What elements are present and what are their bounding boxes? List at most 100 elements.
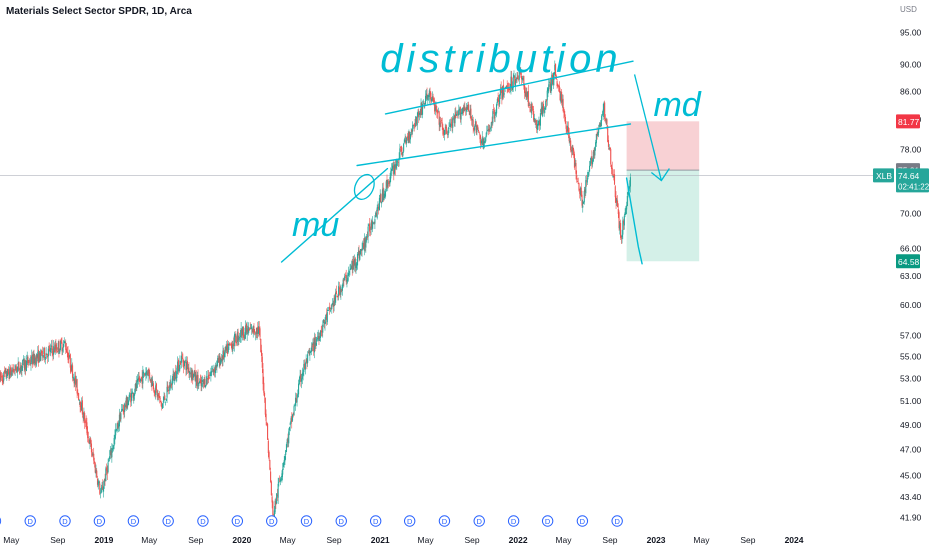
candle-body <box>34 358 36 364</box>
candle-body <box>561 91 563 103</box>
candle-body <box>63 341 65 343</box>
candle-body <box>611 167 613 176</box>
candle-body <box>96 470 98 478</box>
candle-body <box>129 395 131 397</box>
candle-body <box>483 141 486 144</box>
candle-body <box>462 107 464 114</box>
candle-body <box>218 355 220 363</box>
candle-body <box>304 363 306 369</box>
candle-body <box>106 469 108 474</box>
candle-body <box>478 131 480 133</box>
candle-body <box>228 343 230 346</box>
candle-body <box>27 356 29 364</box>
candle-body <box>593 149 595 156</box>
candle-body <box>532 109 534 110</box>
candle-body <box>387 182 390 184</box>
candle-body <box>288 431 290 444</box>
candle-body <box>165 398 167 401</box>
candle-body <box>217 358 219 363</box>
candle-body <box>420 102 422 115</box>
candle-body <box>285 444 288 452</box>
candle-body <box>281 473 283 478</box>
candle-body <box>377 207 379 209</box>
candle-body <box>600 120 602 128</box>
candle-body <box>543 110 545 113</box>
candle-body <box>314 336 316 348</box>
candle-body <box>612 175 614 178</box>
candle-body <box>60 338 62 343</box>
last-price-label-bg <box>896 168 929 193</box>
candle-body <box>601 115 603 121</box>
candle-body <box>338 287 340 290</box>
candle-body <box>260 350 263 357</box>
candle-body <box>378 206 380 210</box>
candle-body <box>150 377 152 382</box>
dividend-marker: D <box>127 515 140 527</box>
distribution-lower-trendline <box>356 123 632 167</box>
candle-body <box>245 325 247 335</box>
candle-body <box>7 368 9 374</box>
price-tick-label: 86.00 <box>900 86 922 96</box>
candle-body <box>101 487 103 489</box>
candle-body <box>480 140 483 144</box>
candle-body <box>260 338 262 353</box>
candle-body <box>313 343 315 352</box>
candle-body <box>516 77 518 80</box>
countdown-label: 02:41:22 <box>898 182 930 191</box>
price-tick-label: 70.00 <box>900 208 922 218</box>
candle-body <box>325 313 328 320</box>
candle-body <box>380 194 382 203</box>
candle-body <box>359 254 361 260</box>
candle-body <box>551 74 554 85</box>
candle-body <box>502 84 504 97</box>
candle-body <box>68 358 70 360</box>
take-profit-zone <box>626 170 700 262</box>
candle-body <box>257 326 260 334</box>
candle-body <box>108 460 110 462</box>
candle-body <box>383 193 385 200</box>
candle-body <box>473 127 475 130</box>
candle-body <box>453 116 455 123</box>
candle-body <box>24 360 26 370</box>
candle-body <box>522 77 524 80</box>
candle-body <box>412 124 415 126</box>
candle-body <box>280 478 282 481</box>
candle-body <box>156 390 158 398</box>
candle-body <box>443 129 445 136</box>
candle-body <box>30 362 32 365</box>
candle-body <box>462 107 464 114</box>
candle-body <box>231 344 233 351</box>
candle-body <box>266 422 268 426</box>
candle-body <box>267 440 269 453</box>
candle-body <box>340 287 342 295</box>
candle-body <box>222 350 224 361</box>
chart-title: Materials Select Sector SPDR, 1D, Arca <box>6 6 192 17</box>
candle-body <box>471 118 473 121</box>
candle-body <box>533 117 535 122</box>
candle-body <box>276 493 278 504</box>
candle-body <box>91 452 93 456</box>
candle-body <box>519 71 521 73</box>
candle-body <box>355 263 357 269</box>
candle-body <box>512 77 514 89</box>
candle-body <box>476 125 478 133</box>
dividend-marker: D <box>438 515 451 527</box>
candle-body <box>143 371 145 374</box>
candle-body <box>350 265 353 269</box>
candle-body <box>468 104 470 112</box>
candle-body <box>207 376 209 378</box>
candle-body <box>72 365 74 378</box>
candle-body <box>0 376 3 378</box>
candle-body <box>117 422 119 429</box>
candle-body <box>216 361 218 368</box>
candle-body <box>592 159 594 165</box>
candle-body <box>474 121 476 127</box>
dividend-circle <box>231 515 244 527</box>
price-tick-label: 45.00 <box>900 470 922 480</box>
candle-body <box>547 88 549 92</box>
dividend-circle <box>438 515 451 527</box>
candle-body <box>15 366 17 371</box>
candle-body <box>125 397 127 408</box>
